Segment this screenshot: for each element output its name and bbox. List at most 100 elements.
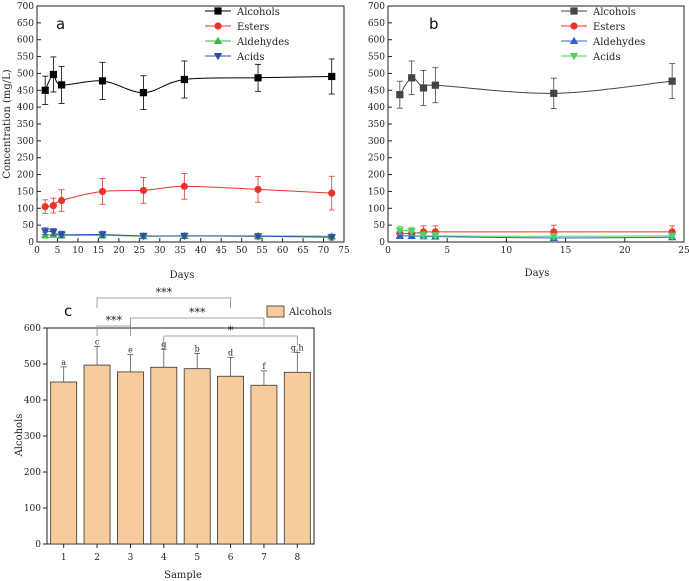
panel-label-b: b (429, 15, 439, 33)
x-tick-label-c: 4 (161, 553, 167, 563)
data-point-a (180, 232, 189, 241)
data-point-a (49, 228, 58, 237)
panel-label-a: a (56, 15, 65, 33)
significance-bracket (96, 297, 231, 308)
x-tick-label-a: 70 (318, 246, 330, 256)
x-tick-label-c: 2 (94, 553, 100, 563)
series-line-b (399, 231, 673, 235)
x-tick-label-a: 35 (175, 246, 187, 256)
legend-marker-b (569, 53, 579, 61)
y-tick-label-a: 450 (17, 86, 34, 96)
x-tick-label-a: 45 (215, 246, 227, 256)
bar-sample-1 (50, 381, 78, 545)
x-axis-label-a: Days (170, 270, 195, 281)
x-tick-label-c: 3 (128, 553, 134, 563)
y-tick-label-b: 400 (368, 103, 385, 113)
y-tick-label-b: 100 (368, 204, 385, 214)
significance-letter: d (228, 349, 233, 358)
significance-letter: a (61, 358, 66, 367)
x-tick-label-a: 0 (34, 246, 40, 256)
data-point-b (395, 231, 405, 239)
significance-label: *** (156, 286, 173, 299)
legend-marker-b (569, 36, 579, 44)
panel-label-c: c (64, 302, 72, 320)
bar-sample-6 (217, 375, 244, 545)
series-line-b (399, 229, 673, 237)
data-point-a (180, 75, 188, 84)
y-tick-label-b: 650 (368, 19, 385, 29)
legend-marker-a (214, 7, 222, 15)
data-point-a (98, 231, 107, 239)
x-axis-label-b: Days (525, 268, 550, 279)
x-tick-label-a: 40 (195, 246, 207, 256)
legend-swatch-c (266, 305, 285, 318)
y-tick-label-a: 350 (17, 120, 34, 130)
legend-marker-b (570, 7, 578, 15)
data-point-a (328, 189, 336, 197)
significance-letter: g,h (291, 343, 304, 352)
legend-label-b: Esters (593, 22, 625, 33)
y-tick-label-c: 500 (24, 360, 41, 370)
data-point-b (668, 77, 676, 85)
y-tick-label-b: 200 (368, 171, 385, 181)
data-point-a (49, 70, 57, 79)
x-tick-label-c: 7 (261, 553, 267, 563)
chart-panel-b: b Days 050100150200250300350400450500550… (368, 2, 689, 279)
y-tick-label-a: 0 (28, 238, 34, 248)
x-tick-label-a: 65 (297, 246, 309, 256)
data-point-a (254, 185, 262, 194)
x-tick-label-a: 55 (256, 246, 268, 256)
y-tick-label-a: 200 (17, 171, 34, 181)
y-tick-label-a: 650 (17, 19, 34, 29)
x-tick-label-b: 15 (560, 246, 572, 256)
x-tick-label-a: 15 (93, 246, 105, 256)
data-point-a (40, 228, 50, 236)
series-line-b (399, 77, 673, 95)
legend-marker-a (214, 22, 222, 30)
y-tick-label-b: 250 (368, 154, 385, 164)
y-tick-label-a: 550 (17, 53, 34, 63)
y-tick-label-c: 100 (24, 504, 41, 514)
significance-letter: e (128, 346, 133, 355)
x-tick-label-a: 5 (55, 246, 61, 256)
y-tick-label-a: 700 (17, 2, 34, 12)
bar-sample-2 (83, 364, 111, 545)
y-tick-label-b: 500 (368, 69, 385, 79)
y-tick-label-c: 200 (24, 468, 41, 478)
data-point-a (327, 234, 336, 242)
data-point-a (98, 77, 107, 85)
legend-label-a: Esters (237, 22, 269, 33)
data-point-a (254, 74, 262, 82)
y-tick-label-a: 300 (17, 137, 34, 147)
x-tick-label-c: 6 (228, 553, 234, 563)
x-tick-label-a: 20 (113, 246, 125, 256)
data-point-b (396, 91, 404, 99)
data-point-b (550, 89, 558, 97)
y-tick-label-a: 250 (17, 154, 34, 164)
data-point-a (57, 196, 66, 205)
series-b-alcohols (396, 60, 676, 109)
x-tick-label-a: 75 (338, 246, 350, 256)
bar-sample-8 (283, 371, 311, 545)
y-axis-label-c: Alcohols (14, 414, 25, 458)
legend-marker-a (213, 36, 223, 44)
y-tick-label-b: 550 (368, 53, 385, 63)
data-point-a (98, 187, 107, 196)
data-point-b (431, 232, 440, 241)
legend-label-a: Acids (236, 52, 265, 63)
y-tick-label-a: 400 (17, 103, 34, 113)
legend-label-c: Alcohols (288, 307, 332, 318)
y-tick-label-b: 0 (379, 238, 385, 248)
data-point-a (57, 81, 66, 89)
x-tick-label-b: 5 (444, 246, 450, 256)
data-point-a (139, 89, 148, 97)
x-tick-label-a: 10 (72, 246, 84, 256)
y-tick-label-a: 500 (17, 69, 34, 79)
y-tick-label-b: 50 (374, 221, 386, 231)
significance-letter: f (262, 362, 266, 371)
significance-label: *** (106, 314, 123, 327)
chart-panel-c: c Sample Alcohols 0 100 200 300 400 500 600 a 1 c… (14, 286, 332, 581)
series-line-a (44, 73, 332, 94)
x-tick-label-c: 1 (61, 553, 67, 563)
